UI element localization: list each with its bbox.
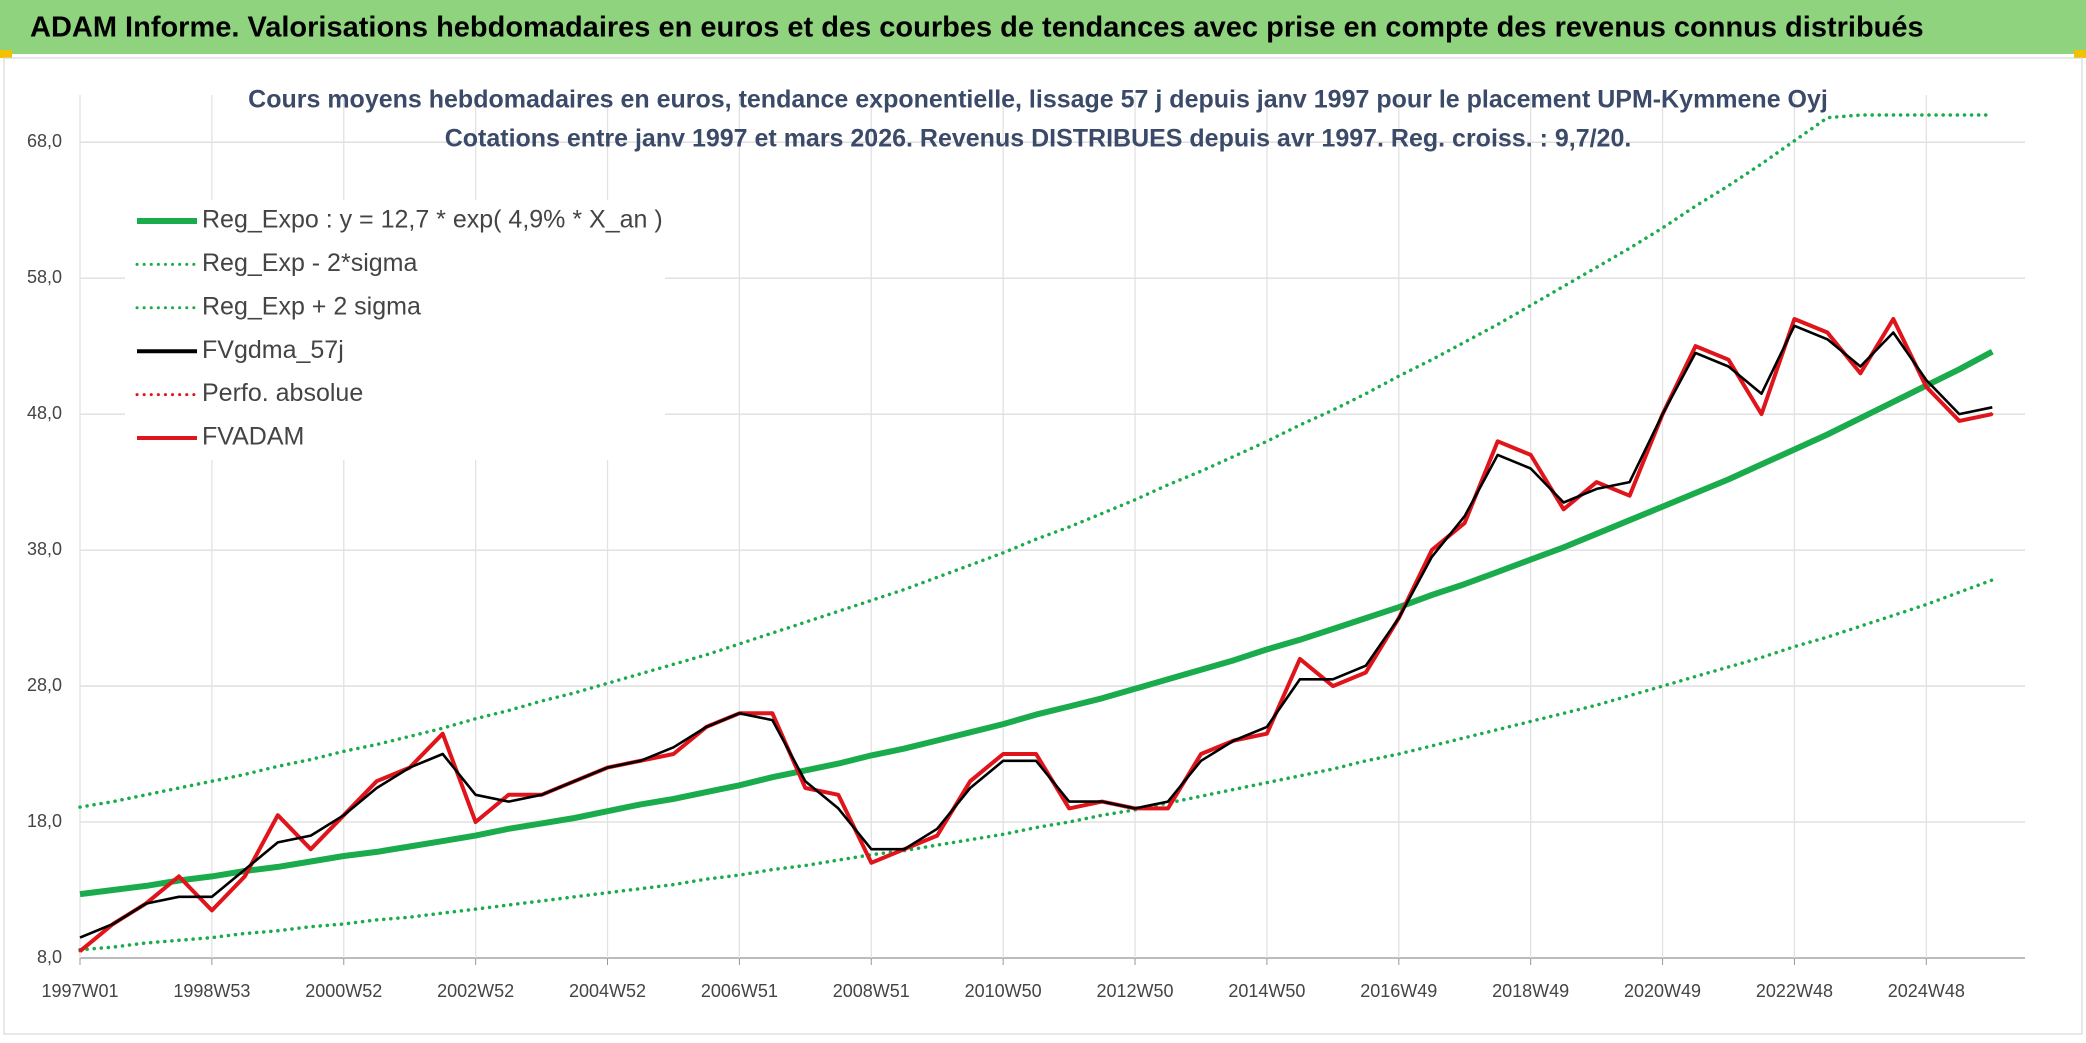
x-tick-label: 2018W49: [1492, 981, 1569, 1001]
series-line: [78, 578, 1995, 952]
legend-label: Reg_Exp + 2 sigma: [202, 292, 421, 320]
legend: Reg_Expo : y = 12,7 * exp( 4,9% * X_an )…: [125, 200, 665, 460]
y-tick-label: 58,0: [27, 267, 62, 287]
x-tick-label: 1997W01: [41, 981, 118, 1001]
x-tick-label: 2022W48: [1756, 981, 1833, 1001]
x-tick-label: 2014W50: [1228, 981, 1305, 1001]
chart-frame: [3, 57, 2083, 1035]
x-tick-label: 2008W51: [833, 981, 910, 1001]
series-line: [79, 324, 1993, 939]
legend-box: [125, 200, 665, 460]
x-tick-label: 2004W52: [569, 981, 646, 1001]
y-tick-label: 28,0: [27, 675, 62, 695]
header-band: [0, 0, 2086, 54]
legend-label: Reg_Exp - 2*sigma: [202, 249, 417, 277]
legend-label: FVgdma_57j: [202, 336, 344, 364]
legend-label: FVADAM: [202, 423, 304, 451]
y-tick-label: 38,0: [27, 539, 62, 559]
series-line: [78, 113, 1995, 809]
corner: [2074, 50, 2086, 58]
x-tick-label: 2010W50: [965, 981, 1042, 1001]
y-tick-label: 68,0: [27, 131, 62, 151]
series-line: [79, 348, 1994, 898]
x-tick-label: 2006W51: [701, 981, 778, 1001]
x-tick-label: 1998W53: [173, 981, 250, 1001]
x-tick-label: 2000W52: [305, 981, 382, 1001]
y-tick-label: 8,0: [37, 947, 62, 967]
x-tick-label: 2020W49: [1624, 981, 1701, 1001]
x-tick-label: 2024W48: [1888, 981, 1965, 1001]
y-tick-label: 18,0: [27, 811, 62, 831]
legend-label: Reg_Expo : y = 12,7 * exp( 4,9% * X_an ): [202, 206, 663, 234]
plot: [78, 113, 1995, 953]
corner: [0, 50, 12, 58]
x-tick-label: 2016W49: [1360, 981, 1437, 1001]
header-title: ADAM Informe. Valorisations hebdomadaire…: [30, 12, 1924, 44]
y-tick-label: 48,0: [27, 403, 62, 423]
x-tick-label: 2002W52: [437, 981, 514, 1001]
chart-title: Cours moyens hebdomadaires en euros, ten…: [248, 86, 1828, 114]
x-tick-label: 2012W50: [1097, 981, 1174, 1001]
chart-subtitle: Cotations entre janv 1997 et mars 2026. …: [445, 125, 1632, 153]
legend-label: Perfo. absolue: [202, 379, 363, 407]
